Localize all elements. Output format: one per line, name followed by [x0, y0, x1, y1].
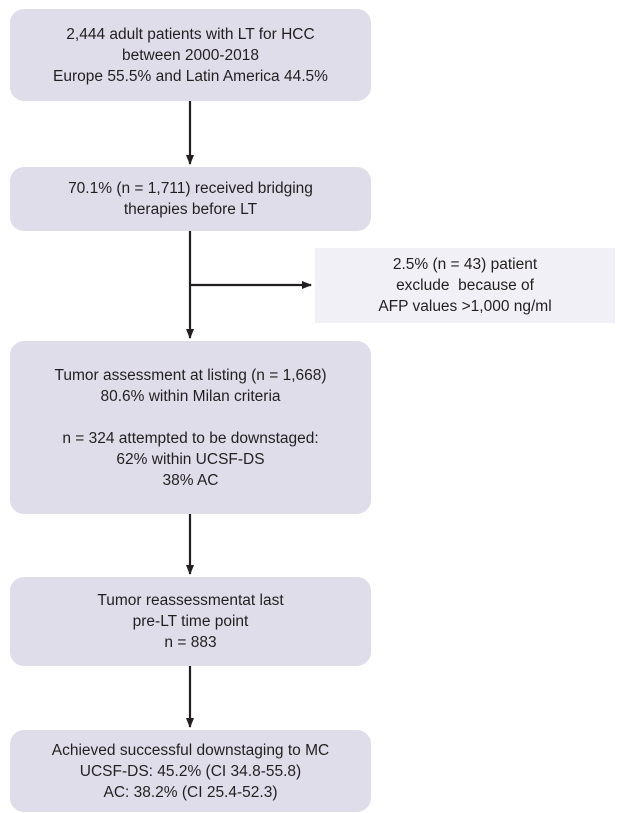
reassessment-line-2: pre-LT time point: [132, 613, 249, 630]
box-bridging: 70.1% (n = 1,711) received bridging ther…: [10, 167, 371, 231]
listing-line-2: 80.6% within Milan criteria: [100, 387, 281, 405]
box-reassessment: Tumor reassessmentat last pre-LT time po…: [10, 577, 371, 666]
box-outcome: Achieved successful downstaging to MC UC…: [10, 730, 371, 812]
excluded-line-2: exclude because of: [396, 277, 534, 294]
excluded-line-3: AFP values >1,000 ng/ml: [378, 298, 552, 315]
box-excluded: 2.5% (n = 43) patient exclude because of…: [315, 248, 615, 323]
outcome-line-2: UCSF-DS: 45.2% (CI 34.8-55.8): [79, 762, 302, 780]
cohort-line-1: 2,444 adult patients with LT for HCC: [66, 25, 315, 43]
excluded-line-1: 2.5% (n = 43) patient: [392, 256, 538, 273]
listing-line-5: 62% within UCSF-DS: [116, 450, 265, 468]
box-cohort: 2,444 adult patients with LT for HCC bet…: [10, 9, 371, 101]
cohort-line-2: between 2000-2018: [121, 46, 260, 64]
box-listing: Tumor assessment at listing (n = 1,668) …: [10, 341, 371, 514]
listing-line-1: Tumor assessment at listing (n = 1,668): [54, 366, 327, 384]
bridging-line-1: 70.1% (n = 1,711) received bridging: [68, 180, 313, 197]
outcome-line-3: AC: 38.2% (CI 25.4-52.3): [103, 783, 278, 801]
reassessment-line-1: Tumor reassessmentat last: [97, 592, 284, 609]
reassessment-line-3: n = 883: [164, 634, 217, 651]
listing-line-6: 38% AC: [162, 471, 219, 489]
outcome-line-1: Achieved successful downstaging to MC: [51, 741, 330, 759]
listing-line-4: n = 324 attempted to be downstaged:: [62, 429, 319, 447]
cohort-line-3: Europe 55.5% and Latin America 44.5%: [53, 67, 328, 85]
bridging-line-2: therapies before LT: [123, 201, 258, 218]
